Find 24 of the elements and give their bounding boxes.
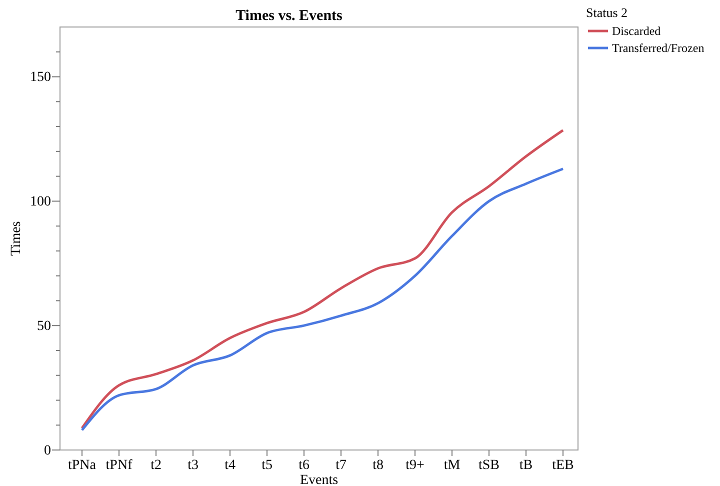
x-tick-label: tPNa — [68, 458, 97, 473]
chart-title: Times vs. Events — [236, 8, 343, 24]
x-tick-label: t4 — [224, 458, 236, 473]
y-tick-label: 150 — [30, 70, 51, 86]
y-axis-title: Times — [9, 221, 24, 256]
x-tick-label: tM — [444, 458, 461, 473]
x-tick-label: tB — [519, 458, 533, 473]
legend-label: Transferred/Frozen — [612, 41, 704, 55]
y-tick-label: 50 — [37, 319, 51, 334]
x-tick-label: tSB — [478, 458, 500, 473]
x-tick-label: t6 — [298, 458, 310, 473]
y-tick-label: 100 — [30, 194, 51, 210]
x-tick-label: t2 — [150, 458, 162, 473]
x-tick-label: t8 — [372, 458, 384, 473]
x-tick-label: tEB — [552, 458, 574, 473]
x-tick-label: t5 — [262, 458, 272, 473]
x-tick-label: t3 — [188, 458, 198, 473]
x-tick-label: t9+ — [406, 458, 424, 473]
legend-title: Status 2 — [586, 5, 628, 20]
x-axis-title: Events — [300, 473, 338, 486]
x-tick-label: t7 — [336, 458, 346, 473]
legend-label: Discarded — [612, 24, 661, 38]
x-tick-label: tPNf — [106, 458, 133, 473]
y-tick-label: 0 — [44, 443, 51, 458]
